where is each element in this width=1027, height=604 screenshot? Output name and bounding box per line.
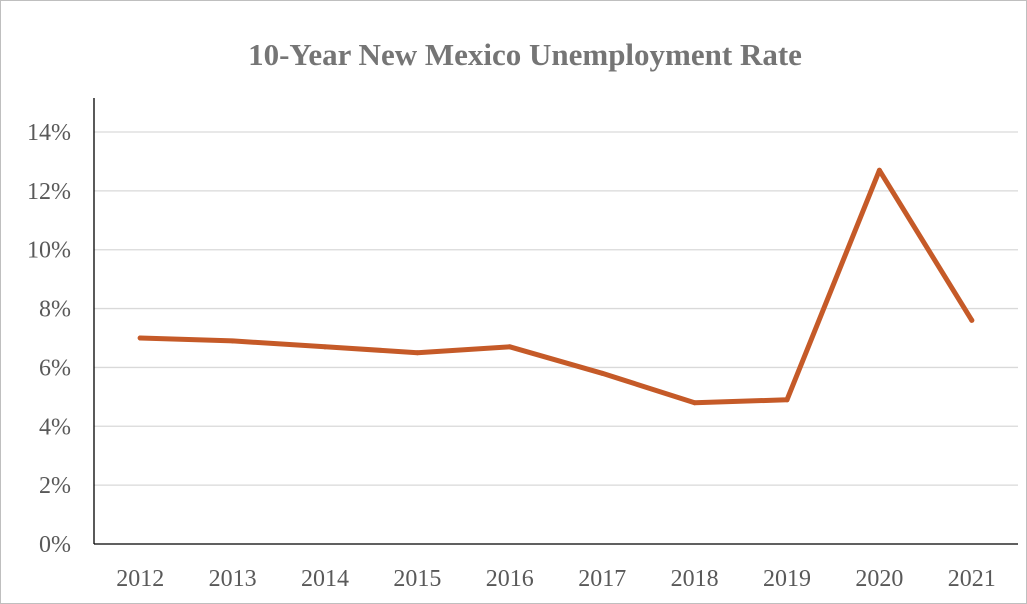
data-point	[322, 344, 328, 350]
x-tick-label: 2017	[578, 566, 626, 592]
series-line	[137, 167, 975, 406]
y-tick-label: 6%	[39, 355, 71, 381]
x-tick-label: 2014	[301, 566, 349, 592]
y-tick-label: 12%	[27, 179, 71, 205]
data-point	[414, 350, 420, 356]
x-tick-label: 2013	[209, 566, 257, 592]
y-tick-label: 10%	[27, 238, 71, 264]
x-tick-label: 2016	[486, 566, 534, 592]
y-tick-label: 8%	[39, 297, 71, 323]
data-point	[692, 400, 698, 406]
y-axis-tick-labels: 0% 2% 4% 6% 8% 10% 12% 14%	[27, 120, 71, 558]
data-point	[784, 397, 790, 403]
gridlines	[94, 131, 1018, 486]
x-tick-label: 2018	[671, 566, 719, 592]
y-tick-label: 4%	[39, 414, 71, 440]
y-tick-label: 0%	[39, 532, 71, 558]
x-tick-label: 2020	[855, 566, 903, 592]
data-point	[599, 370, 605, 376]
y-tick-label: 2%	[39, 473, 71, 499]
x-tick-label: 2021	[948, 566, 996, 592]
data-point	[507, 344, 513, 350]
x-tick-label: 2019	[763, 566, 811, 592]
data-point	[230, 338, 236, 344]
axes	[93, 98, 1018, 545]
x-tick-label: 2015	[393, 566, 441, 592]
y-tick-label: 14%	[27, 120, 71, 146]
chart-title: 10-Year New Mexico Unemployment Rate	[248, 37, 802, 72]
x-tick-label: 2012	[116, 566, 164, 592]
data-point	[876, 167, 882, 173]
data-point	[137, 335, 143, 341]
series-layer	[137, 167, 975, 406]
data-point	[969, 317, 975, 323]
x-axis-tick-labels: 2012 2013 2014 2015 2016 2017 2018 2019 2020 2021	[116, 566, 996, 592]
